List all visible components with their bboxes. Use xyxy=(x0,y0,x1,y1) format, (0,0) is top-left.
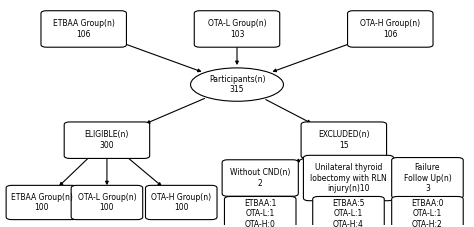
Text: OTA-H Group(n)
100: OTA-H Group(n) 100 xyxy=(151,193,211,212)
FancyBboxPatch shape xyxy=(71,185,143,220)
Text: Without CND(n)
2: Without CND(n) 2 xyxy=(230,168,291,188)
FancyBboxPatch shape xyxy=(6,185,78,220)
FancyBboxPatch shape xyxy=(222,160,298,196)
Text: OTA-H Group(n)
106: OTA-H Group(n) 106 xyxy=(360,19,420,39)
FancyBboxPatch shape xyxy=(225,197,296,227)
Text: Failure
Follow Up(n)
3: Failure Follow Up(n) 3 xyxy=(403,163,451,193)
FancyBboxPatch shape xyxy=(41,11,127,47)
Text: Participants(n)
315: Participants(n) 315 xyxy=(209,75,265,94)
FancyBboxPatch shape xyxy=(301,122,387,158)
FancyBboxPatch shape xyxy=(146,185,217,220)
Ellipse shape xyxy=(191,68,283,101)
FancyBboxPatch shape xyxy=(392,197,463,227)
Text: Unilateral thyroid
lobectomy with RLN
injury(n)10: Unilateral thyroid lobectomy with RLN in… xyxy=(310,163,387,193)
Text: OTA-L Group(n)
100: OTA-L Group(n) 100 xyxy=(78,193,136,212)
Text: ETBAA:0
OTA-L:1
OTA-H:2: ETBAA:0 OTA-L:1 OTA-H:2 xyxy=(411,199,444,227)
Text: OTA-L Group(n)
103: OTA-L Group(n) 103 xyxy=(208,19,266,39)
Text: ETBAA Group(n)
106: ETBAA Group(n) 106 xyxy=(53,19,115,39)
FancyBboxPatch shape xyxy=(313,197,384,227)
Text: ETBAA:1
OTA-L:1
OTA-H:0: ETBAA:1 OTA-L:1 OTA-H:0 xyxy=(244,199,276,227)
Text: ETBAA:5
OTA-L:1
OTA-H:4: ETBAA:5 OTA-L:1 OTA-H:4 xyxy=(332,199,365,227)
Text: ETBAA Group(n)
100: ETBAA Group(n) 100 xyxy=(11,193,73,212)
FancyBboxPatch shape xyxy=(347,11,433,47)
FancyBboxPatch shape xyxy=(392,158,463,198)
FancyBboxPatch shape xyxy=(303,155,393,201)
FancyBboxPatch shape xyxy=(64,122,150,158)
Text: EXCLUDED(n)
15: EXCLUDED(n) 15 xyxy=(318,131,370,150)
FancyBboxPatch shape xyxy=(194,11,280,47)
Text: ELIGIBLE(n)
300: ELIGIBLE(n) 300 xyxy=(85,131,129,150)
